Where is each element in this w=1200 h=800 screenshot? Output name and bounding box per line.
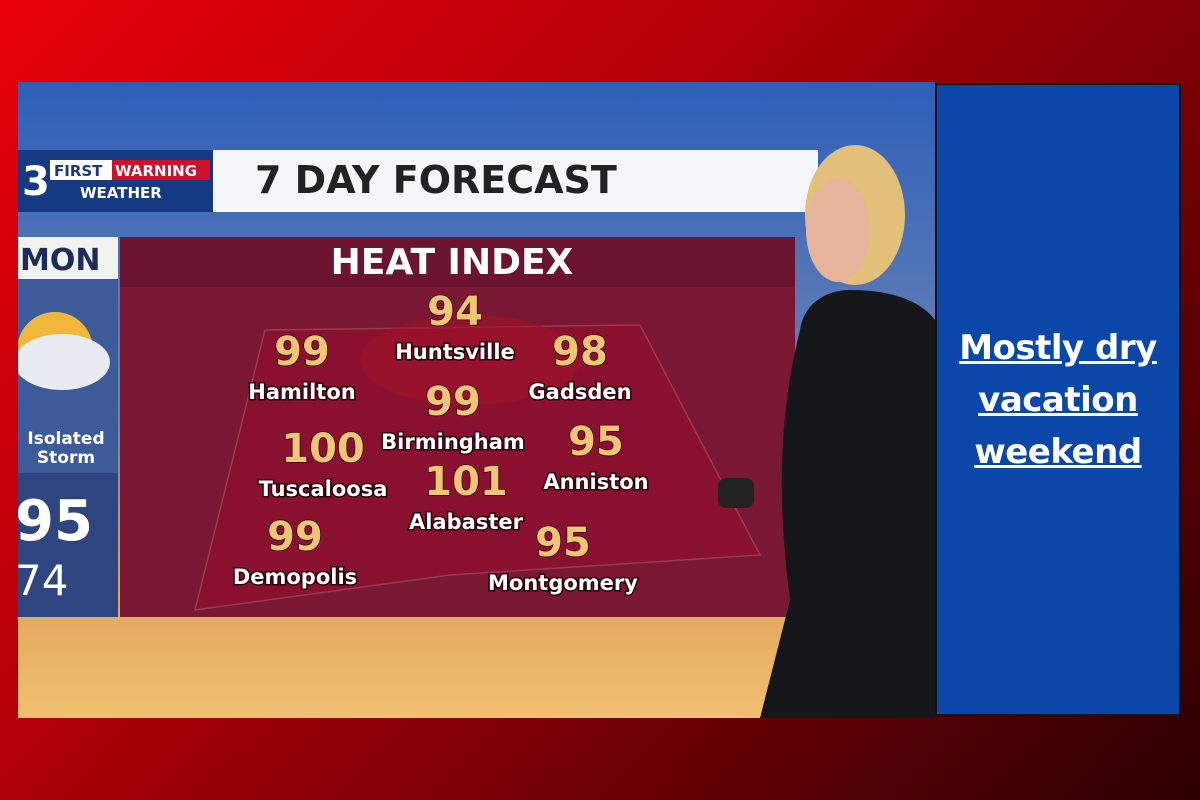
channel: 3: [22, 159, 50, 205]
heat-area: [360, 315, 580, 405]
city-value: 99: [267, 514, 323, 560]
presenter-face: [806, 178, 870, 282]
city-value: 99: [274, 329, 330, 375]
city-value: 95: [535, 520, 591, 566]
presenter-body: [760, 290, 935, 718]
city-name: Tuscaloosa: [259, 477, 388, 501]
city-name: Anniston: [543, 470, 648, 494]
header-title: 7 DAY FORECAST: [255, 158, 617, 202]
city-value: 100: [281, 426, 365, 472]
city-value: 95: [568, 419, 624, 465]
city-name: Birmingham: [381, 430, 525, 454]
city-value: 98: [552, 329, 608, 375]
day-header: [18, 237, 118, 279]
logo-first: FIRST: [54, 162, 103, 180]
cloud-icon: [18, 334, 110, 390]
high-temp: 95: [15, 489, 93, 554]
headline-panel: Mostly dry vacation weekend: [935, 83, 1181, 716]
city-name: Gadsden: [528, 380, 631, 404]
logo-warning-bg: [112, 160, 210, 180]
city-name: Huntsville: [395, 340, 515, 364]
clicker: [718, 478, 754, 508]
logo-first-bg: [50, 160, 112, 180]
city-labels: 94 Huntsville 99 Hamilton 98 Gadsden 99 Birming…: [231, 288, 650, 596]
video-frame: 3 FIRST WARNING WEATHER 7 DAY FORECAST M…: [15, 82, 935, 718]
state-outline: [194, 324, 762, 611]
city-value: 101: [424, 459, 508, 505]
map-title: HEAT INDEX: [331, 242, 574, 283]
condition: Isolated: [27, 429, 104, 449]
city-name: Montgomery: [488, 571, 638, 595]
city-value: 99: [425, 379, 481, 425]
city-name: Alabaster: [409, 510, 524, 534]
map-title-bar: [120, 237, 795, 287]
city-name: Hamilton: [248, 380, 355, 404]
headline: Mostly dry vacation weekend: [959, 327, 1157, 472]
temp-box: [18, 473, 118, 617]
day: MON: [20, 243, 100, 278]
low-temp: 74: [15, 556, 68, 605]
logo-warning: WARNING: [115, 162, 197, 180]
condition: Storm: [37, 448, 95, 468]
city-name: Demopolis: [233, 565, 357, 589]
logo-weather: WEATHER: [80, 184, 162, 202]
city-value: 94: [427, 289, 483, 335]
